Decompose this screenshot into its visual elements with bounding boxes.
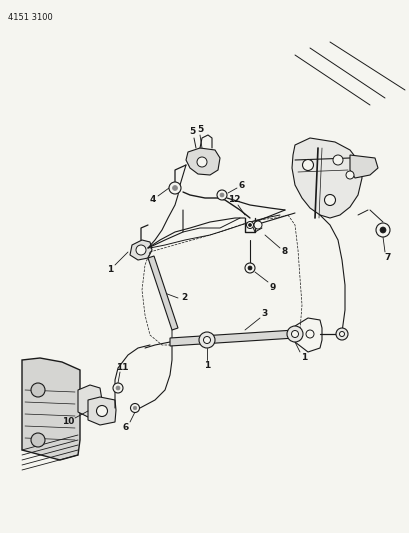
Circle shape bbox=[335, 328, 347, 340]
Circle shape bbox=[245, 263, 254, 273]
Circle shape bbox=[220, 193, 223, 197]
Circle shape bbox=[305, 330, 313, 338]
Circle shape bbox=[291, 330, 298, 337]
Polygon shape bbox=[88, 397, 116, 425]
Text: 8: 8 bbox=[281, 247, 288, 256]
Circle shape bbox=[216, 190, 227, 200]
Circle shape bbox=[31, 383, 45, 397]
Polygon shape bbox=[130, 240, 152, 260]
Text: 12: 12 bbox=[227, 196, 240, 205]
Polygon shape bbox=[170, 330, 294, 346]
Text: 3: 3 bbox=[261, 310, 267, 319]
Circle shape bbox=[286, 326, 302, 342]
Circle shape bbox=[375, 223, 389, 237]
Circle shape bbox=[96, 406, 107, 416]
Circle shape bbox=[302, 159, 313, 171]
Circle shape bbox=[31, 433, 45, 447]
Text: 6: 6 bbox=[123, 424, 129, 432]
Text: 4: 4 bbox=[149, 196, 156, 205]
Circle shape bbox=[196, 157, 207, 167]
Text: 5: 5 bbox=[189, 127, 195, 136]
Text: 2: 2 bbox=[180, 294, 187, 303]
Text: 4151 3100: 4151 3100 bbox=[8, 13, 53, 22]
Circle shape bbox=[169, 182, 180, 194]
Text: 6: 6 bbox=[238, 181, 245, 190]
Text: 1: 1 bbox=[300, 352, 306, 361]
Circle shape bbox=[133, 406, 137, 410]
Text: 1: 1 bbox=[203, 360, 210, 369]
Polygon shape bbox=[186, 148, 220, 175]
Circle shape bbox=[130, 403, 139, 413]
Circle shape bbox=[113, 383, 123, 393]
Text: 11: 11 bbox=[115, 362, 128, 372]
Circle shape bbox=[254, 221, 261, 229]
Circle shape bbox=[247, 266, 252, 270]
Circle shape bbox=[203, 336, 210, 343]
Circle shape bbox=[246, 222, 253, 229]
Circle shape bbox=[332, 155, 342, 165]
Circle shape bbox=[324, 195, 335, 206]
Polygon shape bbox=[291, 138, 361, 218]
Circle shape bbox=[136, 245, 146, 255]
Polygon shape bbox=[148, 256, 178, 330]
Text: 9: 9 bbox=[269, 282, 276, 292]
Circle shape bbox=[379, 227, 385, 233]
Polygon shape bbox=[349, 155, 377, 178]
Circle shape bbox=[345, 171, 353, 179]
Polygon shape bbox=[22, 358, 80, 460]
Circle shape bbox=[172, 185, 177, 190]
Circle shape bbox=[248, 223, 251, 227]
Circle shape bbox=[339, 332, 344, 336]
Circle shape bbox=[116, 386, 120, 390]
Text: 10: 10 bbox=[62, 417, 74, 426]
Text: 5: 5 bbox=[196, 125, 202, 133]
Text: 7: 7 bbox=[384, 254, 390, 262]
Text: 1: 1 bbox=[107, 265, 113, 274]
Polygon shape bbox=[78, 385, 102, 418]
Circle shape bbox=[198, 332, 214, 348]
